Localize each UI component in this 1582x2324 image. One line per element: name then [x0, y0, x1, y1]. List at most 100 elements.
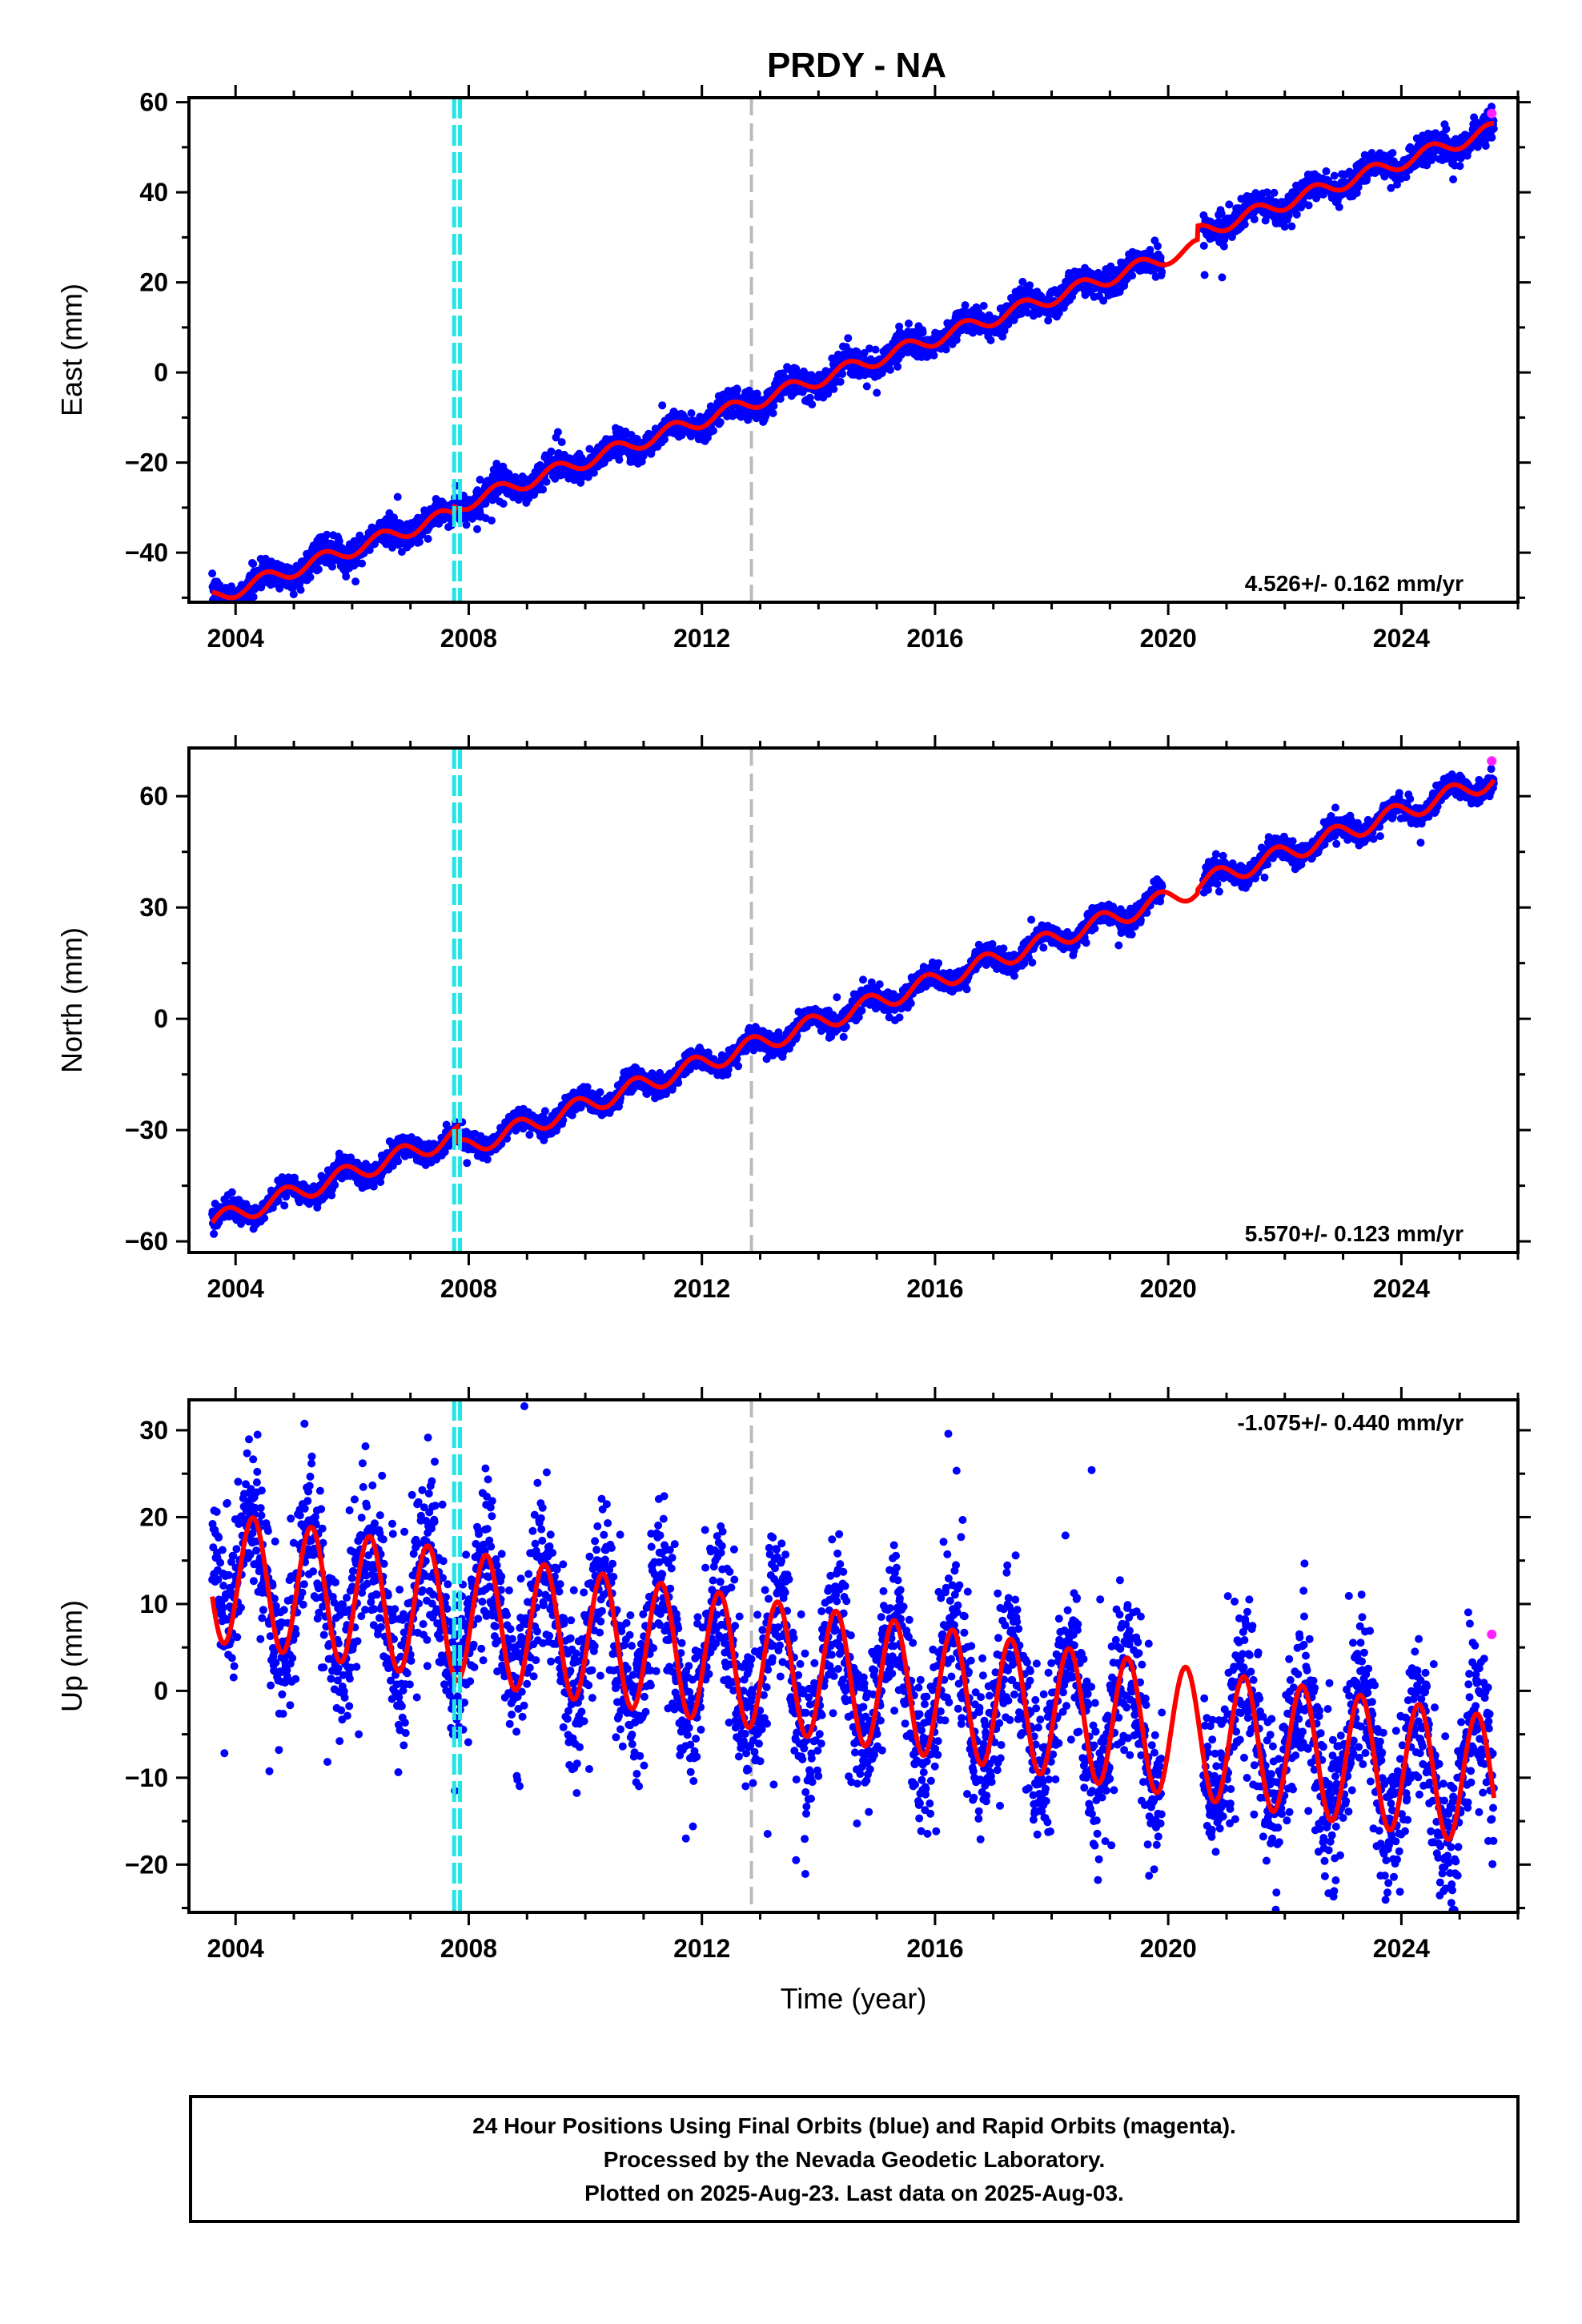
- east-final-point-1036: [539, 485, 548, 494]
- east-final-point-2882: [1128, 271, 1137, 280]
- east-final-point-277: [296, 585, 305, 594]
- east-y-tick-label-1: −20: [125, 448, 168, 477]
- east-final-point-912: [499, 500, 508, 508]
- east-final-point-2082: [873, 388, 881, 397]
- east-final-point-3362: [1322, 167, 1331, 175]
- east-final-point-3270: [1292, 210, 1301, 219]
- east-final-point-469: [358, 559, 367, 568]
- north-data-marks: [208, 748, 1498, 1252]
- east-final-point-1047: [542, 477, 551, 486]
- east-y-tick-label-0: −40: [125, 538, 168, 567]
- east-final-point-2417: [979, 301, 988, 310]
- east-final-point-3887: [1489, 124, 1498, 133]
- north-final-point-207: [274, 1196, 283, 1205]
- east-x-tick-label-2008: 2008: [440, 624, 497, 653]
- east-final-point-129: [249, 593, 258, 601]
- east-final-point-1879: [808, 400, 817, 408]
- north-final-point-273: [295, 1198, 303, 1207]
- east-final-point-3058: [1225, 200, 1234, 209]
- east-final-point-839: [476, 476, 484, 484]
- east-y-axis-label: East (mm): [55, 283, 88, 416]
- east-final-point-1929: [824, 389, 833, 398]
- east-final-point-1410: [658, 401, 667, 410]
- east-x-tick-label-2012: 2012: [673, 624, 730, 653]
- east-final-point-3613: [1402, 173, 1411, 182]
- east-final-point-676: [424, 534, 432, 543]
- east-final-point-3036: [1218, 273, 1227, 282]
- east-final-point-3574: [1390, 157, 1398, 166]
- east-data-marks: [208, 98, 1498, 613]
- east-final-point-581: [393, 493, 402, 501]
- east-model-curve: [211, 121, 1495, 601]
- east-final-point-3677: [1423, 161, 1431, 170]
- east-final-point-376: [328, 562, 336, 571]
- east-final-point-3232: [1280, 223, 1289, 231]
- east-x-tick-label-2004: 2004: [207, 624, 264, 653]
- east-final-point-1095: [557, 438, 566, 447]
- east-final-point-1780: [776, 395, 785, 403]
- east-final-point-2971: [1156, 253, 1165, 262]
- north-final-point-374: [327, 1191, 336, 1200]
- east-plot-frame: [187, 96, 1520, 604]
- east-y-tick-label-3: 20: [139, 268, 168, 297]
- east-final-point-2981: [1200, 271, 1209, 279]
- east-final-point-3738: [1442, 125, 1451, 134]
- east-final-point-3177: [1263, 188, 1271, 197]
- north-final-point-163: [260, 1214, 269, 1223]
- east-final-point-493: [365, 545, 374, 554]
- east-final-point-2124: [885, 365, 894, 374]
- east-final-point-1992: [844, 334, 853, 343]
- east-final-point-3565: [1387, 183, 1395, 192]
- east-y-tick-label-5: 60: [139, 88, 168, 117]
- east-final-point-1592: [716, 418, 725, 427]
- east-final-point-1968: [836, 377, 845, 386]
- east-final-point-2299: [942, 345, 950, 354]
- east-final-point-2147: [893, 362, 902, 371]
- east-final-point-255: [289, 590, 298, 599]
- east-final-point-3137: [1250, 215, 1259, 223]
- east-final-point-1062: [547, 447, 556, 456]
- east-final-point-1974: [838, 370, 847, 378]
- east-final-point-419: [342, 572, 351, 581]
- north-final-point-582: [394, 1157, 403, 1166]
- east-x-tick-label-2016: 2016: [906, 624, 963, 653]
- north-final-point-5: [210, 1229, 219, 1238]
- east-final-point-875: [488, 517, 496, 525]
- east-final-orbit-points: [208, 103, 1498, 613]
- east-final-point-796: [462, 521, 471, 529]
- north-final-point-527: [376, 1178, 385, 1186]
- north-final-point-798: [463, 1159, 472, 1168]
- east-final-point-891: [492, 460, 501, 468]
- east-final-point-2561: [1026, 281, 1034, 290]
- east-final-point-2938: [1146, 246, 1154, 254]
- north-clipped-marks: [208, 748, 1498, 1252]
- east-final-point-2078: [871, 345, 880, 354]
- east-final-point-2043: [860, 348, 869, 357]
- east-rapid-orbit-point: [1487, 108, 1497, 119]
- north-final-point-62: [227, 1188, 236, 1196]
- east-final-point-3862: [1481, 142, 1490, 151]
- east-final-point-50: [224, 605, 232, 613]
- east-final-point-333: [314, 565, 323, 573]
- east-x-tick-label-2024: 2024: [1373, 624, 1430, 653]
- east-final-point-48: [223, 603, 231, 611]
- east-final-point-2359: [961, 301, 970, 310]
- north-final-point-862: [483, 1155, 492, 1164]
- east-final-point-2792: [1099, 296, 1108, 305]
- east-y-tick-label-2: 0: [154, 358, 168, 387]
- east-final-point-2159: [897, 350, 905, 359]
- east-final-point-3570: [1388, 149, 1397, 157]
- chart-title: PRDY - NA: [767, 46, 946, 85]
- east-final-point-2261: [930, 351, 938, 360]
- east-final-point-3254: [1287, 222, 1296, 231]
- east-final-point-1759: [769, 401, 778, 410]
- east-final-point-1570: [709, 426, 717, 435]
- east-final-point-2182: [905, 320, 913, 328]
- east-final-point-2979: [1199, 241, 1208, 250]
- east-y-tick-label-4: 40: [139, 178, 168, 207]
- east-final-point-1947: [829, 384, 838, 393]
- east-final-point-1275: [615, 456, 624, 464]
